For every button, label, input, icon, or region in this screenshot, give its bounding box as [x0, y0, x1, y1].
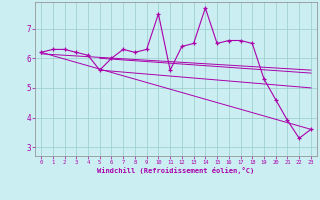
X-axis label: Windchill (Refroidissement éolien,°C): Windchill (Refroidissement éolien,°C)	[97, 167, 255, 174]
